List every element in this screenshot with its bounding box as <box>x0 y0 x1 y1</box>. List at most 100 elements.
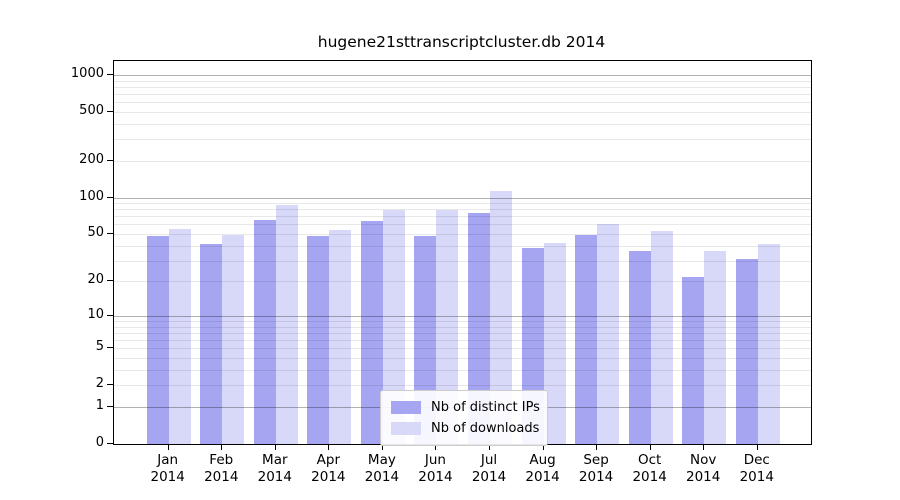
x-tick-label-year: 2014 <box>525 469 560 485</box>
bar-apr-distinct-ips <box>307 236 330 444</box>
bar-sep-downloads <box>597 224 620 444</box>
chart-title: hugene21sttranscriptcluster.db 2014 <box>317 33 606 51</box>
x-tick-label-jun: Jun 2014 <box>403 452 467 486</box>
legend-label-downloads: Nb of downloads <box>431 421 540 436</box>
bar-sep-distinct-ips <box>575 235 598 444</box>
y-tick-label-5: 5 <box>95 339 104 355</box>
x-tick-label-month: Aug <box>529 452 556 468</box>
x-tick-nov <box>703 444 705 450</box>
x-tick-label-month: Oct <box>637 452 662 468</box>
x-tick-oct <box>649 444 651 450</box>
gridline-80 <box>114 209 811 211</box>
x-tick-may <box>381 444 383 450</box>
y-tick-label-200: 200 <box>79 151 104 167</box>
y-tick-1000 <box>107 74 113 75</box>
legend: Nb of distinct IPs Nb of downloads <box>380 390 548 446</box>
x-tick-jun <box>435 444 437 450</box>
bar-oct-distinct-ips <box>628 251 651 444</box>
x-tick-label-year: 2014 <box>257 469 292 485</box>
plot-area: Nb of distinct IPs Nb of downloads <box>113 60 812 446</box>
legend-row-downloads: Nb of downloads <box>391 418 547 439</box>
x-tick-label-apr: Apr 2014 <box>296 452 360 486</box>
x-tick-label-oct: Oct 2014 <box>618 452 682 486</box>
y-tick-label-100: 100 <box>79 188 104 204</box>
gridline-40 <box>114 245 811 247</box>
x-tick-label-month: Jun <box>424 452 446 468</box>
gridline-90 <box>114 203 811 205</box>
y-tick-0 <box>107 443 113 444</box>
bar-feb-distinct-ips <box>200 244 223 444</box>
bar-mar-distinct-ips <box>253 220 276 444</box>
x-tick-aug <box>542 444 544 450</box>
legend-row-ips: Nb of distinct IPs <box>391 397 547 418</box>
y-tick-10 <box>107 314 113 316</box>
x-tick-label-year: 2014 <box>471 469 507 485</box>
y-tick-label-50: 50 <box>87 224 104 240</box>
bar-nov-downloads <box>704 251 727 444</box>
gridline-2 <box>114 385 811 387</box>
x-tick-label-year: 2014 <box>686 469 721 485</box>
gridline-20 <box>114 281 811 283</box>
y-tick-label-500: 500 <box>79 102 104 118</box>
legend-label-distinct-ips: Nb of distinct IPs <box>431 400 540 415</box>
x-tick-label-month: May <box>367 452 396 468</box>
x-tick-label-feb: Feb 2014 <box>189 452 253 486</box>
y-tick-label-2: 2 <box>95 376 104 392</box>
x-tick-label-year: 2014 <box>578 469 614 485</box>
gridline-3 <box>114 369 811 371</box>
y-tick-label-1: 1 <box>95 397 104 413</box>
x-tick-label-year: 2014 <box>150 469 185 485</box>
gridline-30 <box>114 260 811 262</box>
y-tick-50 <box>107 232 113 234</box>
y-tick-label-1000: 1000 <box>70 66 104 81</box>
gridline-300 <box>114 139 811 141</box>
gridline-1000 <box>114 75 811 76</box>
gridline-100 <box>114 197 811 199</box>
bar-aug-downloads <box>543 243 566 444</box>
x-tick-label-dec: Dec 2014 <box>725 452 789 486</box>
gridline-400 <box>114 123 811 125</box>
x-tick-label-sep: Sep 2014 <box>564 452 628 486</box>
x-tick-label-mar: Mar 2014 <box>243 452 307 486</box>
bar-feb-downloads <box>222 235 245 444</box>
x-tick-mar <box>274 444 276 450</box>
gridline-900 <box>114 80 811 82</box>
x-tick-label-year: 2014 <box>204 469 239 485</box>
x-tick-label-month: Apr <box>316 452 341 468</box>
x-tick-label-year: 2014 <box>632 469 667 485</box>
gridline-10 <box>114 315 811 317</box>
bar-may-downloads <box>382 209 405 444</box>
x-tick-label-year: 2014 <box>739 469 774 485</box>
x-tick-label-month: Nov <box>690 452 717 468</box>
y-tick-200 <box>107 159 113 161</box>
bar-jul-distinct-ips <box>468 213 490 444</box>
gridline-6 <box>114 340 811 342</box>
gridline-4 <box>114 358 811 360</box>
x-tick-label-month: Sep <box>583 452 609 468</box>
y-tick-20 <box>107 280 113 282</box>
x-tick-jan <box>167 444 169 450</box>
bar-nov-distinct-ips <box>682 276 705 444</box>
x-tick-label-year: 2014 <box>364 469 400 485</box>
bar-dec-distinct-ips <box>735 258 758 444</box>
y-tick-5 <box>107 347 113 349</box>
gridline-8 <box>114 326 811 328</box>
y-tick-2 <box>107 384 113 386</box>
x-tick-jul <box>489 444 490 450</box>
bar-apr-downloads <box>329 229 352 444</box>
legend-swatch-distinct-ips <box>391 401 421 414</box>
y-tick-label-0: 0 <box>95 435 104 450</box>
bar-may-distinct-ips <box>360 221 383 444</box>
bar-mar-downloads <box>275 205 298 444</box>
gridline-500 <box>114 111 811 113</box>
legend-swatch-downloads <box>391 422 421 435</box>
x-tick-label-year: 2014 <box>418 469 453 485</box>
gridline-800 <box>114 86 811 88</box>
x-tick-dec <box>756 444 758 450</box>
x-tick-label-month: Feb <box>209 452 234 468</box>
gridline-700 <box>114 94 811 96</box>
bar-jan-distinct-ips <box>146 236 169 444</box>
x-tick-sep <box>596 444 598 450</box>
x-tick-label-year: 2014 <box>311 469 346 485</box>
